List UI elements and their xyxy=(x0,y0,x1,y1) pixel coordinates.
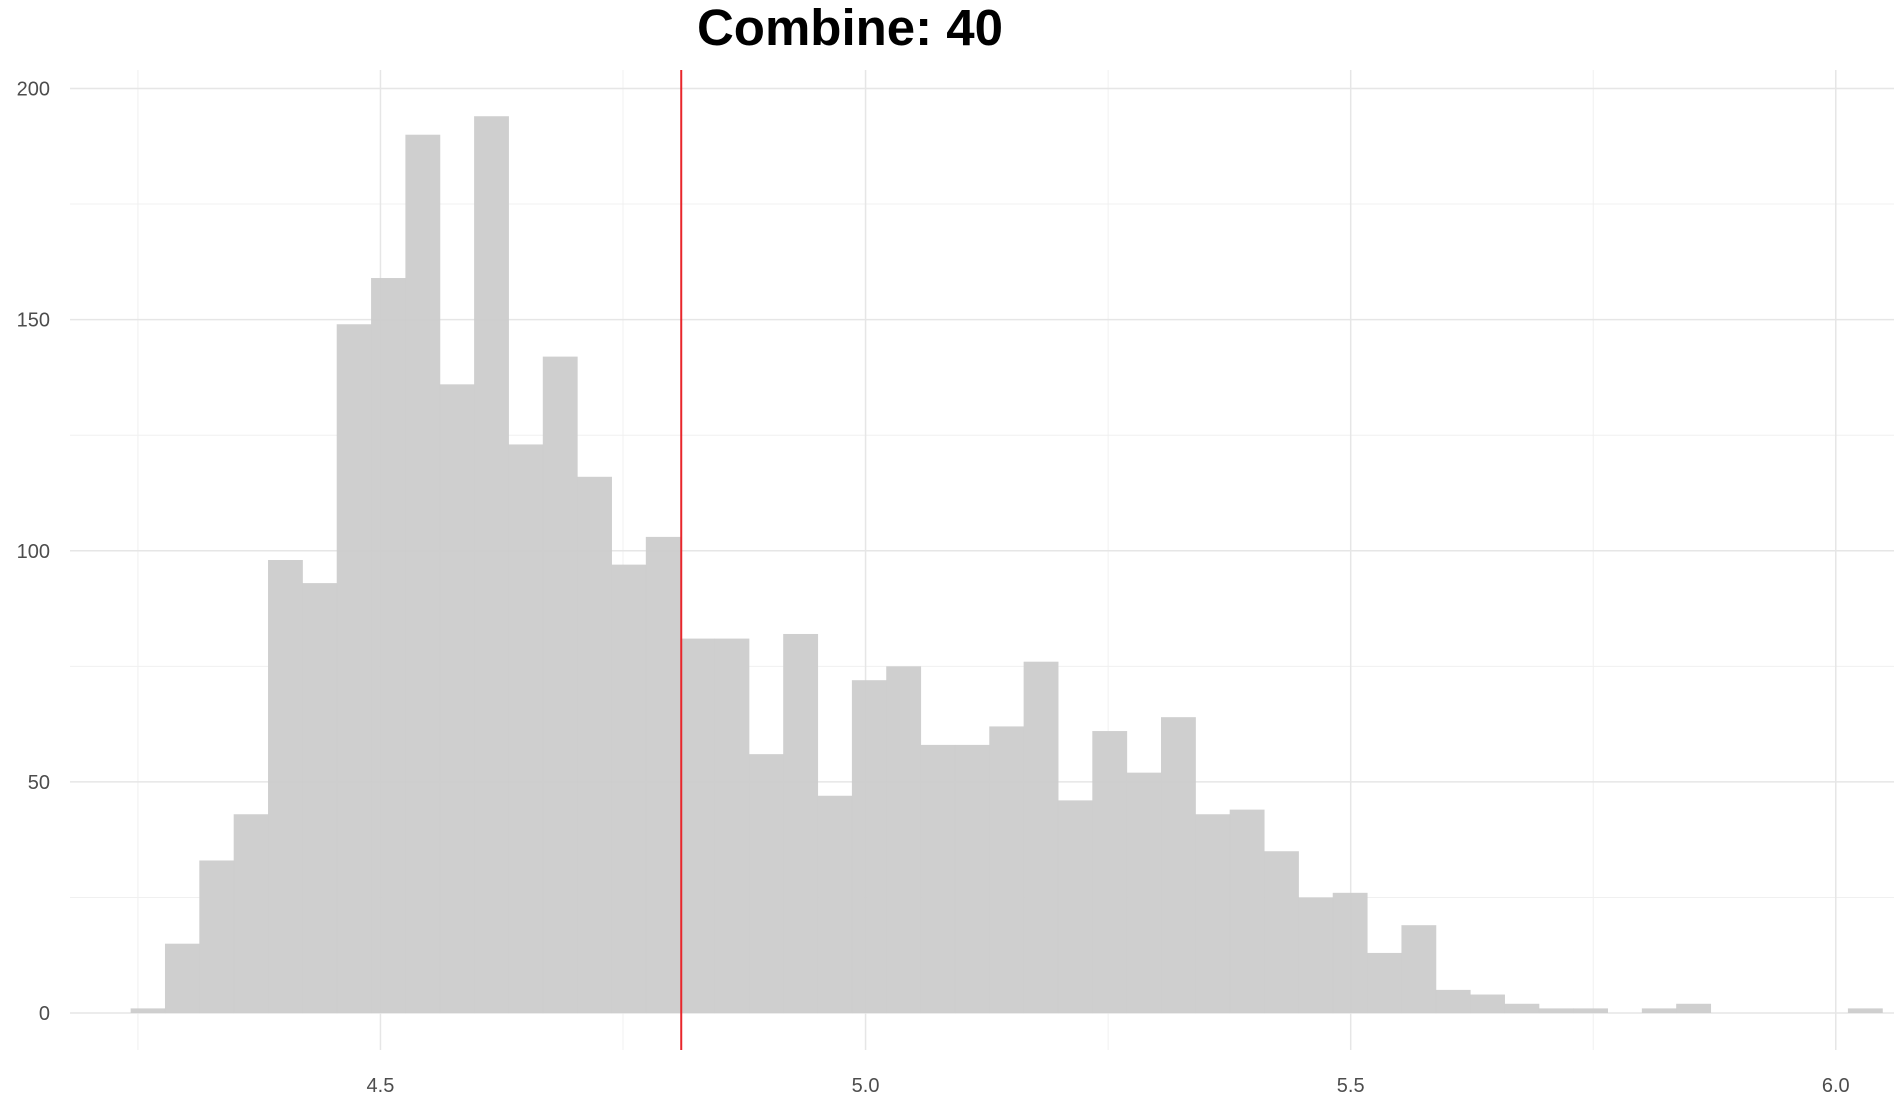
histogram-bar xyxy=(680,638,716,1014)
histogram-bar xyxy=(542,356,578,1014)
histogram-bar xyxy=(233,814,269,1014)
histogram-bar xyxy=(1332,892,1368,1014)
histogram-bar xyxy=(611,564,647,1014)
histogram-bar xyxy=(1195,814,1231,1014)
histogram-bar xyxy=(577,476,612,1014)
histogram-bar xyxy=(817,795,853,1014)
histogram-bar xyxy=(1435,989,1471,1014)
x-tick-label: 5.5 xyxy=(1337,1075,1365,1097)
histogram-bar xyxy=(1470,994,1505,1014)
y-tick-label: 150 xyxy=(17,310,50,332)
x-tick-label: 5.0 xyxy=(852,1075,880,1097)
histogram-bar xyxy=(851,680,887,1014)
histogram-bar xyxy=(748,754,784,1014)
x-tick-label: 6.0 xyxy=(1822,1075,1850,1097)
y-axis-tick-labels: 0 50 100 150 200 xyxy=(17,78,50,1025)
histogram-bar xyxy=(1573,1008,1608,1014)
chart-title: Combine: 40 xyxy=(696,0,1004,56)
x-axis-tick-labels: 4.5 5.0 5.5 6.0 xyxy=(367,1075,1850,1097)
histogram-bar xyxy=(1847,1008,1883,1014)
histogram-bar xyxy=(508,444,544,1014)
histogram-bar xyxy=(1023,661,1059,1014)
histogram-bar xyxy=(1161,717,1196,1014)
histogram-bar xyxy=(1229,809,1265,1014)
histogram-bar xyxy=(336,324,372,1014)
y-tick-label: 100 xyxy=(17,541,50,563)
y-tick-label: 0 xyxy=(39,1003,50,1025)
histogram-bar xyxy=(1538,1008,1574,1014)
histogram-bars xyxy=(130,116,1883,1014)
histogram-bar xyxy=(886,666,922,1014)
histogram-bar xyxy=(302,583,338,1014)
histogram-bar xyxy=(1401,925,1437,1014)
grid-minor xyxy=(70,70,1894,1050)
histogram-bar xyxy=(1641,1008,1677,1014)
histogram-bar xyxy=(268,560,303,1014)
histogram-bar xyxy=(1504,1003,1540,1014)
histogram-bar xyxy=(1126,772,1162,1014)
histogram-bar xyxy=(783,633,819,1014)
histogram-bar xyxy=(954,744,990,1014)
histogram-bar xyxy=(1057,800,1093,1014)
y-tick-label: 50 xyxy=(28,772,50,794)
histogram-bar xyxy=(405,134,441,1014)
histogram-bar xyxy=(164,943,200,1014)
histogram-bar xyxy=(199,860,235,1014)
histogram-bar xyxy=(1367,952,1402,1014)
histogram-bar xyxy=(645,536,681,1014)
histogram-bar xyxy=(1092,731,1128,1014)
x-tick-label: 4.5 xyxy=(367,1075,395,1097)
histogram-bar xyxy=(989,726,1025,1014)
histogram-bar xyxy=(130,1008,166,1014)
histogram-bar xyxy=(1298,897,1334,1014)
histogram-bar xyxy=(1264,851,1299,1014)
histogram-bar xyxy=(439,384,475,1014)
histogram-bar xyxy=(1676,1003,1712,1014)
y-tick-label: 200 xyxy=(17,78,50,100)
histogram-bar xyxy=(474,116,509,1014)
histogram-bar xyxy=(714,638,750,1014)
histogram-bar xyxy=(371,278,406,1014)
histogram-bar xyxy=(920,744,956,1014)
